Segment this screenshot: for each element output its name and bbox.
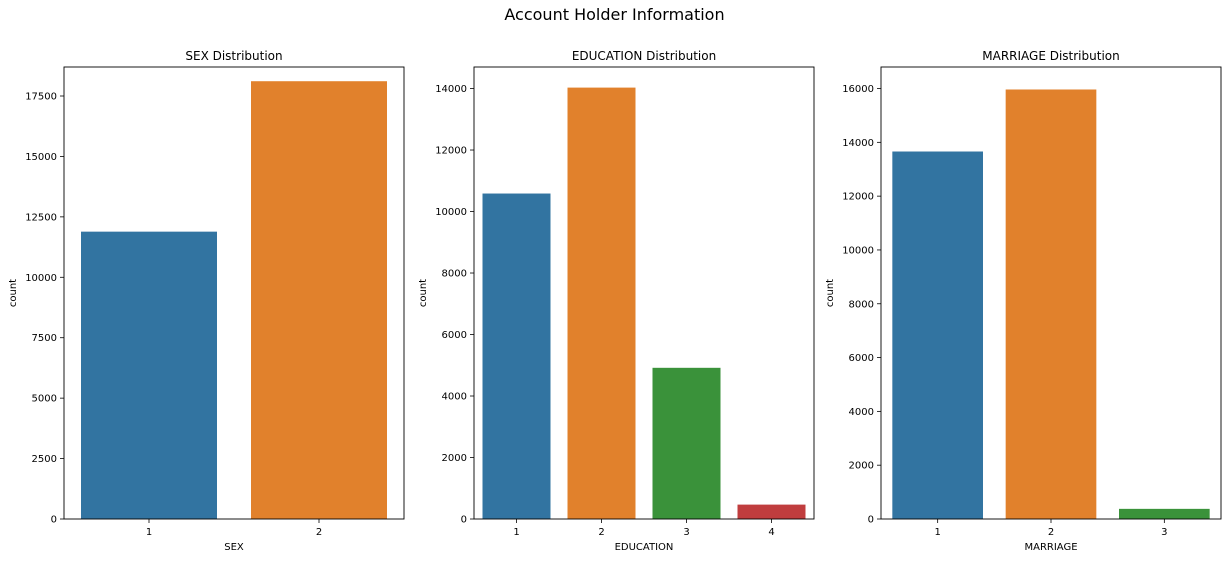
x-axis-label: MARRIAGE bbox=[1024, 542, 1077, 553]
y-axis-label: count bbox=[8, 279, 19, 307]
chart-panel-1: 0 2500 5000 7500 10000 12500 15000 17500 1 2 SEX co… bbox=[8, 49, 405, 553]
y-tick-label: 12000 bbox=[435, 146, 467, 157]
bar bbox=[567, 87, 636, 519]
y-tick-label: 0 bbox=[461, 515, 467, 526]
y-tick-label: 2000 bbox=[849, 461, 874, 472]
y-tick-label: 12500 bbox=[25, 212, 57, 223]
y-tick-label: 5000 bbox=[32, 394, 57, 405]
y-tick-label: 6000 bbox=[849, 353, 874, 364]
y-tick-label: 4000 bbox=[849, 407, 874, 418]
bar bbox=[652, 367, 721, 519]
x-tick-label: 3 bbox=[1161, 527, 1167, 538]
y-tick-label: 8000 bbox=[849, 299, 874, 310]
bar bbox=[482, 193, 551, 520]
x-tick-label: 1 bbox=[513, 527, 519, 538]
x-tick-label: 4 bbox=[768, 527, 774, 538]
y-tick-label: 10000 bbox=[25, 273, 57, 284]
y-tick-label: 12000 bbox=[842, 192, 874, 203]
x-tick-label: 2 bbox=[1048, 527, 1054, 538]
y-tick-label: 7500 bbox=[32, 333, 57, 344]
y-tick-label: 4000 bbox=[442, 392, 467, 403]
bar bbox=[892, 151, 983, 519]
bar bbox=[1119, 508, 1210, 519]
y-tick-label: 10000 bbox=[842, 245, 874, 256]
y-axis-label: count bbox=[825, 279, 836, 307]
x-tick-label: 3 bbox=[683, 527, 689, 538]
y-tick-label: 14000 bbox=[435, 84, 467, 95]
x-tick-label: 1 bbox=[146, 527, 152, 538]
y-tick-label: 2500 bbox=[32, 454, 57, 465]
x-tick-label: 2 bbox=[598, 527, 604, 538]
figure-title: Account Holder Information bbox=[504, 5, 725, 24]
chart-title: SEX Distribution bbox=[185, 49, 282, 63]
x-axis-label: EDUCATION bbox=[615, 542, 674, 553]
y-tick-label: 10000 bbox=[435, 207, 467, 218]
chart-title: MARRIAGE Distribution bbox=[982, 49, 1119, 63]
y-axis-label: count bbox=[418, 279, 429, 307]
bar bbox=[1005, 89, 1097, 520]
chart-title: EDUCATION Distribution bbox=[572, 49, 716, 63]
y-tick-label: 8000 bbox=[442, 269, 467, 280]
axes-frame bbox=[63, 66, 405, 520]
y-tick-label: 2000 bbox=[442, 453, 467, 464]
bar bbox=[81, 231, 217, 519]
y-tick-label: 0 bbox=[868, 515, 874, 526]
y-tick-label: 0 bbox=[51, 515, 57, 526]
y-tick-label: 16000 bbox=[842, 84, 874, 95]
chart-panel-3: 0 2000 4000 6000 8000 10000 12000 14000 16000 1 2 3… bbox=[825, 49, 1222, 553]
axes-frame bbox=[473, 66, 815, 520]
chart-panel-2: 0 2000 4000 6000 8000 10000 12000 14000 1 2 3 4 EDUC… bbox=[418, 49, 815, 553]
y-tick-label: 15000 bbox=[25, 152, 57, 163]
y-tick-label: 17500 bbox=[25, 92, 57, 103]
x-axis-label: SEX bbox=[224, 542, 244, 553]
bar bbox=[737, 504, 806, 519]
bar bbox=[251, 81, 387, 520]
x-tick-label: 1 bbox=[934, 527, 940, 538]
y-tick-label: 14000 bbox=[842, 138, 874, 149]
y-tick-label: 6000 bbox=[442, 330, 467, 341]
x-tick-label: 2 bbox=[316, 527, 322, 538]
